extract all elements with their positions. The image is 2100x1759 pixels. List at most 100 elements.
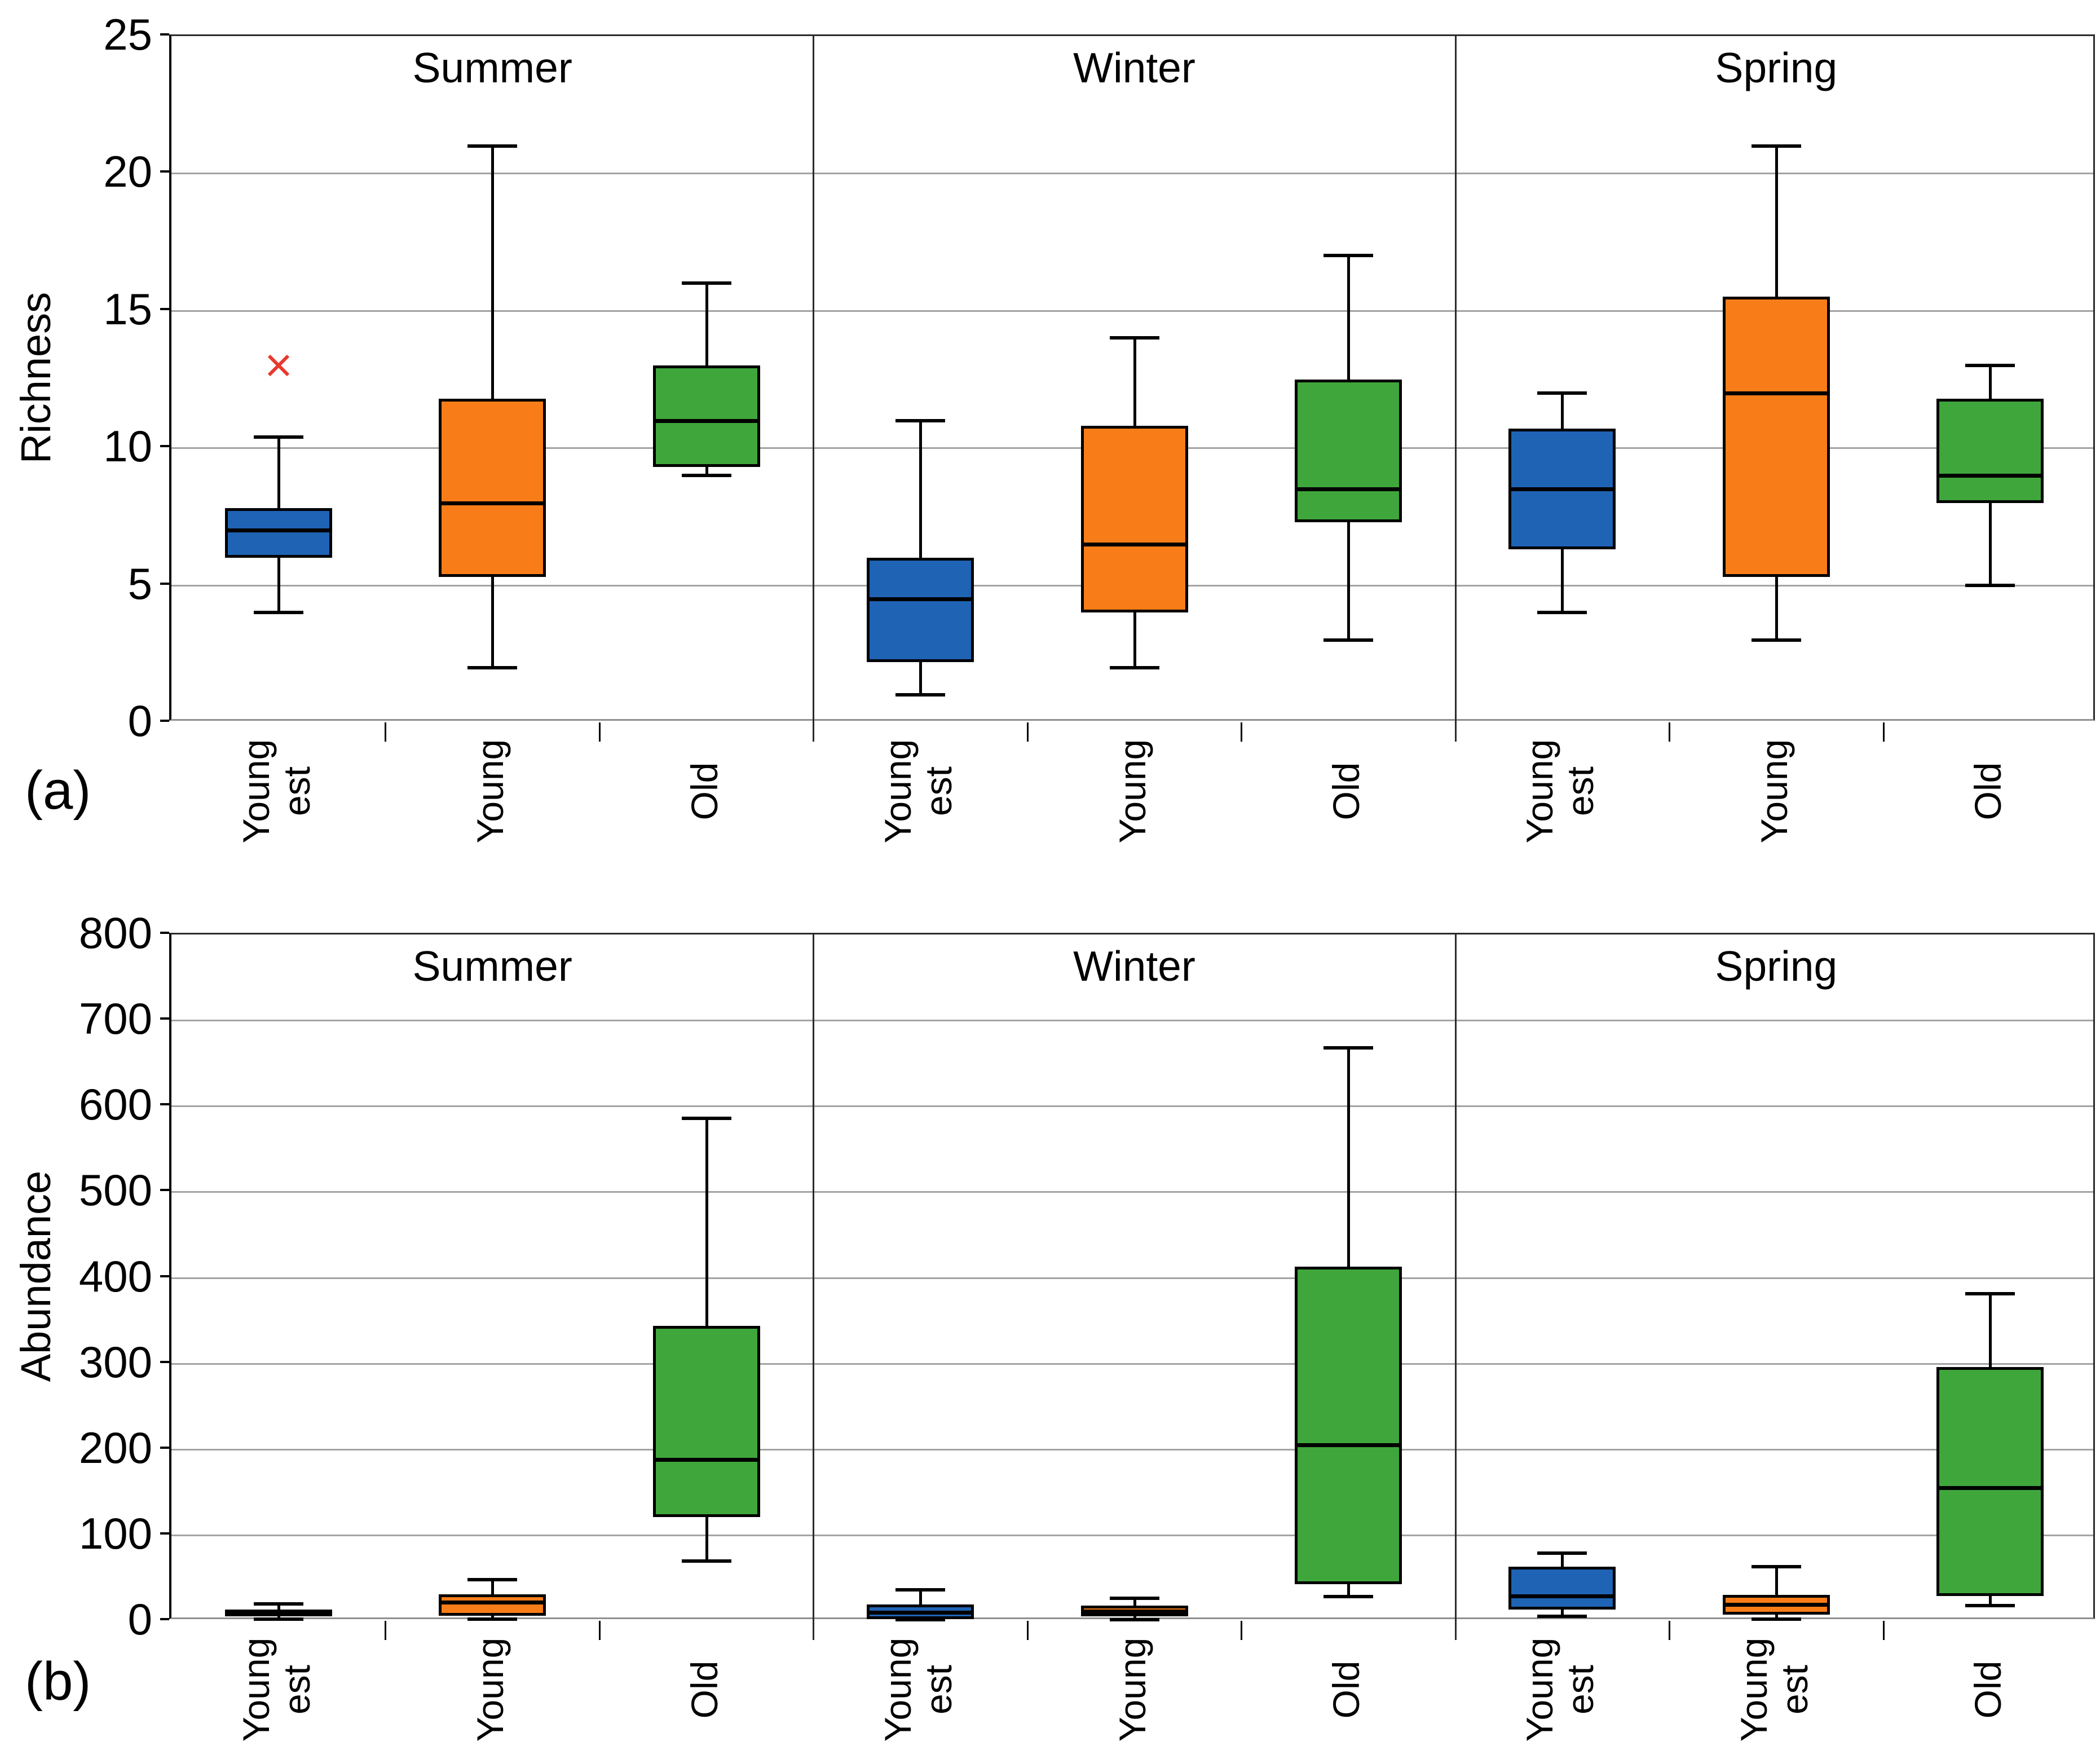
whisker-cap-low — [467, 1617, 518, 1621]
y-tick-label: 10 — [103, 421, 152, 471]
y-tick-mark — [160, 170, 169, 173]
whisker-cap-low — [1751, 638, 1801, 642]
x-category-label: Old — [683, 762, 725, 821]
whisker-cap-high — [253, 435, 303, 439]
season-title: Spring — [1715, 44, 1838, 91]
y-tick-label: 300 — [78, 1337, 152, 1387]
whisker-cap-low — [253, 1617, 303, 1621]
gridline-15 — [171, 310, 2093, 312]
y-tick-label: 0 — [127, 696, 152, 746]
x-tick-mark — [1882, 1621, 1885, 1640]
whisker-cap-high — [1751, 144, 1801, 148]
median-line — [227, 528, 329, 533]
y-tick-mark — [160, 307, 169, 310]
x-tick-mark — [1882, 722, 1885, 742]
gridline-600 — [171, 1105, 2093, 1108]
whisker-cap-high — [1965, 364, 2015, 368]
whisker-cap-low — [1323, 638, 1373, 642]
whisker-cap-low — [1109, 665, 1159, 669]
median-line — [1297, 1443, 1399, 1448]
box — [1722, 297, 1830, 577]
y-tick-label: 5 — [127, 558, 152, 609]
box — [652, 1325, 760, 1517]
season-title: Winter — [1073, 942, 1195, 990]
y-tick-label: 0 — [127, 1594, 152, 1644]
gridline-700 — [171, 1020, 2093, 1022]
whisker-cap-high — [1751, 1565, 1801, 1569]
whisker-cap-high — [467, 1577, 518, 1581]
whisker-cap-low — [895, 693, 946, 697]
y-tick-mark — [160, 1275, 169, 1277]
whisker-cap-high — [467, 144, 518, 148]
box — [867, 557, 974, 662]
median-line — [1725, 1603, 1827, 1607]
x-category-label: Young — [469, 739, 511, 844]
y-tick-mark — [160, 1189, 169, 1192]
box — [439, 398, 546, 577]
y-tick-mark — [160, 445, 169, 448]
y-tick-label: 100 — [78, 1508, 152, 1558]
x-category-label: Old — [1325, 762, 1367, 821]
whisker-cap-low — [1323, 1595, 1373, 1599]
plot-area-abundance: Summer Winter Spring — [169, 933, 2095, 1640]
whisker-line — [1775, 1567, 1778, 1619]
y-axis-title: Abundance — [12, 1170, 59, 1382]
x-category-label: Young est — [1519, 739, 1602, 844]
median-line — [1939, 473, 2041, 478]
whisker-cap-high — [1537, 1551, 1587, 1555]
whisker-cap-high — [1323, 254, 1373, 258]
x-tick-mark — [1669, 1621, 1671, 1640]
y-tick-mark — [160, 932, 169, 934]
x-tick-mark — [1669, 722, 1671, 742]
box — [1294, 1266, 1402, 1584]
panel-a-label: (a) — [25, 760, 91, 821]
gridline-300 — [171, 1363, 2093, 1365]
x-category-label: Young — [469, 1637, 511, 1742]
gridline-400 — [171, 1277, 2093, 1279]
season-divider — [1454, 934, 1457, 1640]
median-line — [442, 1600, 544, 1604]
whisker-cap-low — [1537, 611, 1587, 615]
y-tick-mark — [160, 33, 169, 36]
whisker-cap-high — [681, 281, 731, 285]
median-line — [870, 1610, 972, 1615]
box — [1508, 1567, 1616, 1610]
x-category-label: Young est — [1519, 1637, 1602, 1742]
whisker-cap-low — [467, 665, 518, 669]
x-category-label: Young — [1111, 1637, 1153, 1742]
whisker-cap-low — [253, 611, 303, 615]
y-tick-label: 400 — [78, 1251, 152, 1301]
season-title: Winter — [1073, 44, 1195, 91]
y-tick-mark — [160, 1017, 169, 1020]
box — [1936, 1366, 2044, 1596]
season-divider — [813, 36, 815, 742]
whisker-cap-low — [1751, 1617, 1801, 1621]
x-category-label: Old — [1325, 1660, 1367, 1719]
y-tick-label: 200 — [78, 1422, 152, 1473]
box — [1936, 398, 2044, 503]
outlier-marker — [267, 355, 289, 377]
x-tick-mark — [1026, 1621, 1029, 1640]
x-category-label: Young est — [235, 1637, 317, 1742]
whisker-cap-low — [1537, 1615, 1587, 1619]
plot-area-richness: Summer Winter Spring — [169, 34, 2095, 742]
x-category-label: Young — [1753, 739, 1795, 844]
season-title: Summer — [412, 44, 572, 91]
whisker-cap-high — [1109, 336, 1159, 340]
median-line — [1083, 542, 1185, 546]
season-title: Summer — [412, 942, 572, 990]
whisker-cap-high — [895, 1588, 946, 1592]
whisker-cap-low — [895, 1618, 946, 1622]
median-line — [655, 418, 757, 423]
x-category-label: Young est — [1732, 1637, 1815, 1742]
y-tick-label: 20 — [103, 147, 152, 197]
panel-b-label: (b) — [25, 1651, 91, 1712]
whisker-cap-high — [1537, 391, 1587, 395]
gridline-20 — [171, 173, 2093, 175]
x-category-label: Young est — [877, 739, 960, 844]
median-line — [655, 1458, 757, 1462]
whisker-cap-low — [1965, 583, 2015, 587]
median-line — [1297, 487, 1399, 492]
whisker-cap-low — [1965, 1603, 2015, 1607]
